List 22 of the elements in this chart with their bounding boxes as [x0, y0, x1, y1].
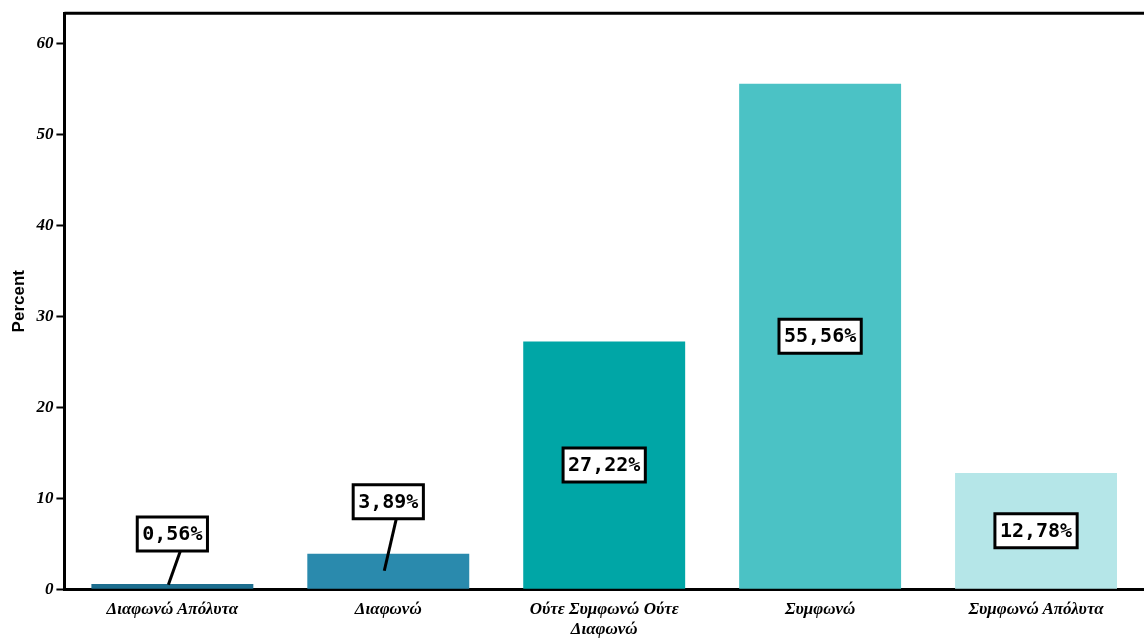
data-label: 0,56%	[142, 521, 203, 546]
y-tick-label: 60	[36, 32, 54, 52]
data-label: 12,78%	[999, 518, 1073, 543]
y-axis-title: Percent	[8, 269, 28, 333]
data-label: 3,89%	[358, 489, 419, 514]
y-tick-label: 10	[36, 487, 54, 507]
x-tick-label: Συμφωνώ	[783, 598, 856, 618]
bar	[91, 584, 254, 589]
x-tick-label: Διαφωνώ	[353, 598, 422, 618]
y-tick-label: 0	[44, 578, 54, 598]
bar	[523, 341, 686, 589]
y-tick-label: 30	[35, 305, 54, 325]
data-label: 27,22%	[568, 452, 641, 477]
x-tick-label: Διαφωνώ Απόλυτα	[105, 598, 239, 618]
y-tick-label: 20	[35, 396, 54, 416]
x-tick-label: Ούτε Συμφωνώ Ούτε Διαφωνώ	[529, 598, 679, 639]
data-label: 55,56%	[783, 323, 857, 348]
bar	[307, 553, 470, 589]
bar	[739, 83, 902, 589]
y-tick-label: 40	[35, 214, 54, 234]
y-tick-label: 50	[36, 123, 54, 143]
x-tick-label: Συμφωνώ Απόλυτα	[967, 598, 1105, 618]
